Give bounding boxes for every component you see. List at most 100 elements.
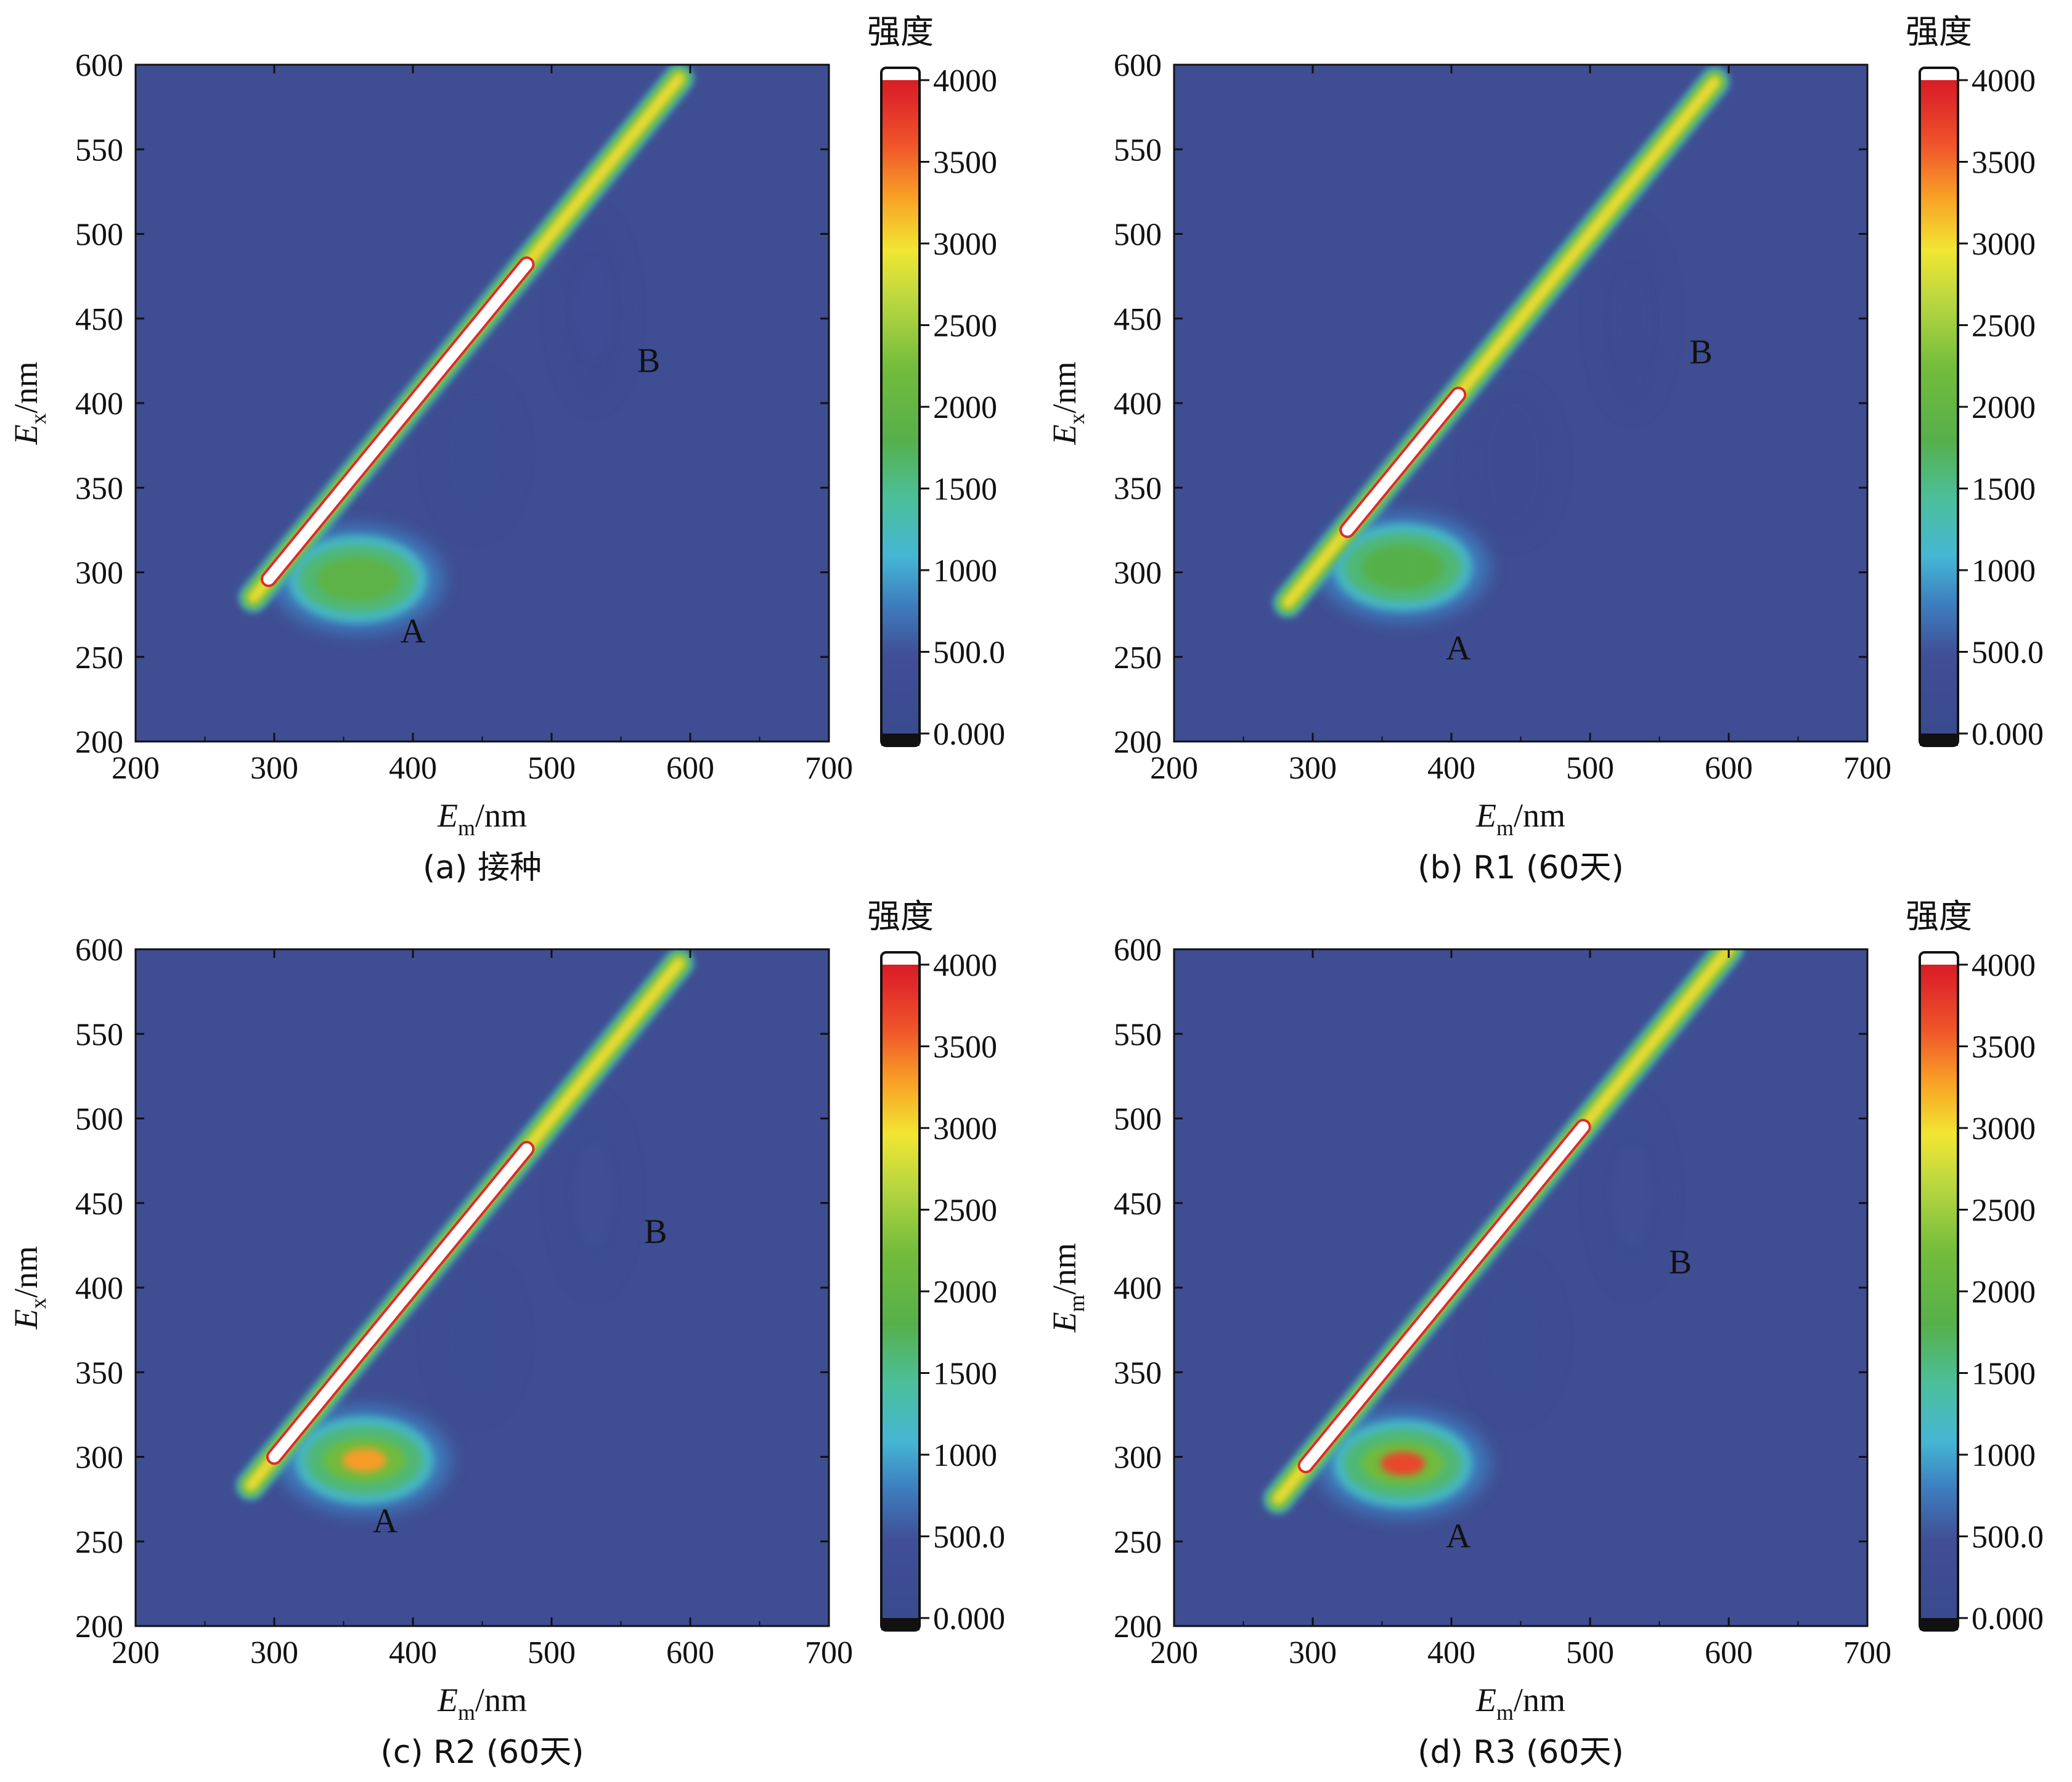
colorbar-gradient xyxy=(881,965,920,1618)
x-tick-label: 500 xyxy=(528,1635,576,1670)
y-tick-label: 600 xyxy=(75,48,123,83)
region-b-tail xyxy=(1472,1262,1556,1415)
x-axis-label-symbol: E xyxy=(1475,797,1496,834)
peak-annotation-A: A xyxy=(401,613,426,651)
x-axis-label: Em/nm xyxy=(437,1682,527,1725)
peak-a-layer xyxy=(1381,1452,1426,1476)
y-tick-label: 500 xyxy=(1114,218,1162,253)
x-tick-label: 200 xyxy=(112,751,160,786)
y-axis-label-group: Ex/nm xyxy=(7,361,51,445)
panel-caption: (c) R2 (60天) xyxy=(380,1734,584,1771)
x-tick-label: 700 xyxy=(805,751,853,786)
y-axis-label-group: Ex/nm xyxy=(1046,361,1089,445)
rayleigh-saturated-core xyxy=(269,1143,532,1463)
colorbar-gradient xyxy=(1920,965,1958,1618)
y-tick-label: 500 xyxy=(1114,1102,1162,1137)
x-tick-label: 300 xyxy=(250,1635,298,1670)
colorbar-tick-label: 4000 xyxy=(1972,948,2036,983)
y-axis-label-subscript: m xyxy=(1064,1295,1089,1312)
y-tick-label: 200 xyxy=(1114,1609,1162,1645)
y-tick-label: 250 xyxy=(75,1525,123,1560)
colorbar-tick-label: 0.000 xyxy=(1972,1601,2044,1637)
colorbar-tick-label: 1000 xyxy=(1972,1438,2036,1473)
y-tick-label: 350 xyxy=(1114,471,1162,506)
x-axis-label-unit: /nm xyxy=(1514,1682,1565,1719)
colorbar-title: 强度 xyxy=(1906,12,1972,51)
peak-annotation-B: B xyxy=(1689,333,1712,372)
y-tick-label: 250 xyxy=(1114,640,1162,676)
region-b-core xyxy=(574,259,613,361)
x-tick-label: 600 xyxy=(666,751,714,786)
x-axis-label-unit: /nm xyxy=(1514,797,1565,834)
y-tick-label: 450 xyxy=(75,302,123,337)
x-axis-label-subscript: m xyxy=(458,815,475,840)
colorbar-tick-label: 2500 xyxy=(1972,309,2036,344)
y-axis-label-symbol: E xyxy=(7,425,44,446)
y-tick-label: 300 xyxy=(75,1441,123,1476)
peak-annotation-B: B xyxy=(637,341,660,380)
colorbar-tick-label: 3000 xyxy=(1972,1111,2036,1146)
colorbar-tick-label: 1500 xyxy=(933,472,997,507)
y-tick-label: 450 xyxy=(1114,1187,1162,1222)
colorbar-top-cap xyxy=(1920,952,1958,965)
colorbar-tick-label: 3000 xyxy=(1972,227,2036,262)
colorbar-tick-label: 4000 xyxy=(1972,63,2036,99)
colorbar-tick-label: 3500 xyxy=(933,1030,997,1065)
peak-annotation-B: B xyxy=(644,1212,667,1251)
colorbar-tick-label: 4000 xyxy=(933,63,997,99)
colorbar-bottom-cap xyxy=(1920,734,1958,746)
colorbar-tick-label: 1000 xyxy=(933,554,997,589)
y-axis-label-group: Ex/nm xyxy=(7,1246,51,1330)
x-tick-label: 600 xyxy=(666,1635,714,1670)
x-axis-label-subscript: m xyxy=(1496,815,1514,840)
contour-field xyxy=(239,65,693,634)
x-tick-label: 200 xyxy=(112,1635,160,1670)
y-tick-label: 300 xyxy=(1114,556,1162,591)
colorbar-tick-label: 2000 xyxy=(933,390,997,425)
region-b-tail xyxy=(433,1262,517,1415)
y-axis-label-unit: /nm xyxy=(7,1246,44,1298)
x-tick-label: 500 xyxy=(528,751,576,786)
x-axis-label-unit: /nm xyxy=(475,797,527,834)
y-axis-label: Ex/nm xyxy=(7,1246,51,1330)
y-tick-label: 500 xyxy=(75,1102,123,1137)
colorbar-tick-label: 0.000 xyxy=(933,717,1005,752)
colorbar-top-cap xyxy=(1920,68,1958,80)
x-axis-label-symbol: E xyxy=(437,1682,458,1719)
region-b-core xyxy=(574,1143,613,1246)
y-tick-label: 200 xyxy=(75,725,123,760)
region-b-tail xyxy=(433,377,517,530)
peak-a-layer xyxy=(1381,555,1426,579)
y-tick-label: 400 xyxy=(1114,1271,1162,1306)
x-tick-label: 600 xyxy=(1705,1635,1753,1670)
y-tick-label: 550 xyxy=(1114,133,1162,168)
colorbar-tick-label: 500.0 xyxy=(933,636,1005,671)
rayleigh-saturated-core xyxy=(1300,1121,1589,1471)
y-axis-label-group: Em/nm xyxy=(1046,1243,1089,1333)
x-axis-label: Em/nm xyxy=(1475,797,1565,840)
colorbar-gradient xyxy=(881,80,920,734)
y-tick-label: 550 xyxy=(75,1017,123,1052)
colorbar-tick-label: 500.0 xyxy=(933,1520,1005,1555)
colorbar-bottom-cap xyxy=(881,1618,920,1630)
x-tick-label: 700 xyxy=(1843,1635,1891,1670)
colorbar-bottom-cap xyxy=(1920,1618,1958,1630)
y-axis-label: Ex/nm xyxy=(7,361,51,445)
colorbar-tick-label: 0.000 xyxy=(933,1601,1005,1637)
y-tick-label: 200 xyxy=(1114,725,1162,760)
panel-caption: (a) 接种 xyxy=(423,849,542,886)
colorbar-gradient xyxy=(1920,80,1958,734)
x-tick-label: 200 xyxy=(1150,751,1198,786)
x-tick-label: 700 xyxy=(1843,751,1891,786)
peak-a-layer xyxy=(342,1448,387,1473)
colorbar-tick-label: 1500 xyxy=(1972,1357,2036,1392)
region-b-core xyxy=(1612,268,1651,370)
colorbar-tick-label: 2000 xyxy=(1972,1275,2036,1310)
x-tick-label: 300 xyxy=(1289,751,1337,786)
y-axis-label-symbol: E xyxy=(1046,1312,1083,1333)
rayleigh-saturated-core xyxy=(1342,389,1464,536)
y-tick-label: 550 xyxy=(1114,1017,1162,1052)
colorbar-tick-label: 500.0 xyxy=(1972,636,2044,671)
